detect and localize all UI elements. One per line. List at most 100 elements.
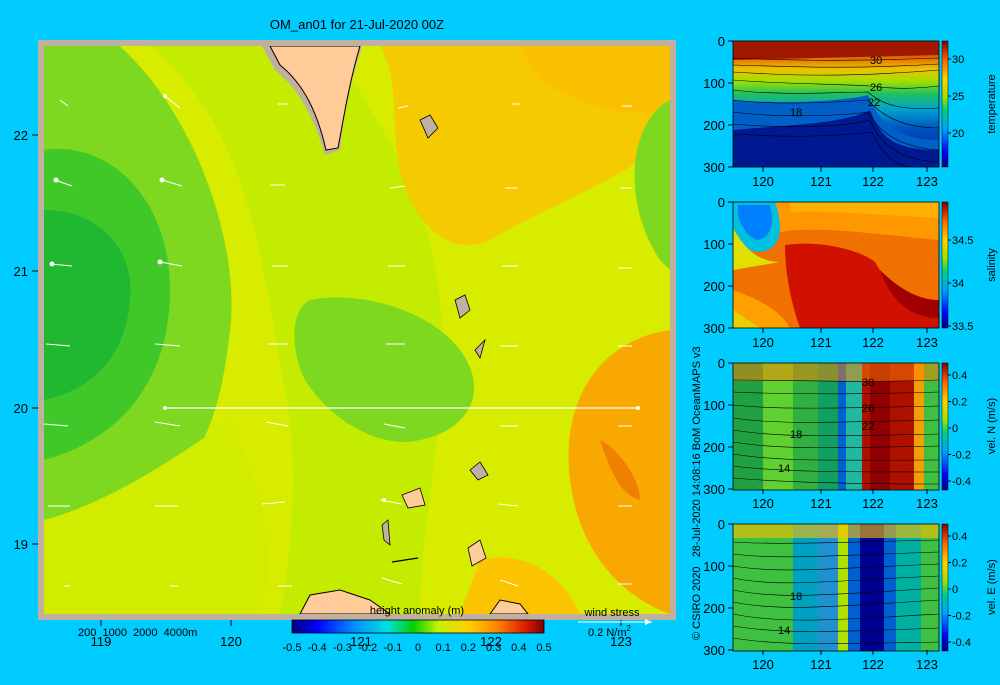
section-x-tick: 121 <box>810 174 832 189</box>
section-y-tick: 300 <box>703 643 725 658</box>
height-anomaly-colorbar: height anomaly (m) -0.5 -0.4 -0.3 -0.2 -0.1 0… <box>283 605 552 654</box>
section-y-tick: 300 <box>703 482 725 497</box>
contour-label: 30 <box>862 377 874 389</box>
map-x-tick: 123 <box>610 634 632 649</box>
section-y-tick: 300 <box>703 160 725 175</box>
velocity-north-section: 30 26 22 18 14 <box>732 362 949 491</box>
colorbar-tick: -0.3 <box>333 642 352 654</box>
credit-text: © CSIRO 2020 28-Jul-2020 14:08:16 BoM Oc… <box>691 346 703 640</box>
map-y-axis: 22 21 20 19 <box>14 128 38 552</box>
temperature-section: 30 26 22 18 <box>732 40 949 168</box>
colorbar-tick: 0.4 <box>511 642 526 654</box>
section-label: temperature <box>986 74 998 133</box>
section-colorbar-tick: 0.4 <box>952 531 967 543</box>
section-y-tick: 300 <box>703 321 725 336</box>
section-y-tick: 100 <box>703 76 725 91</box>
section-y-tick: 100 <box>703 559 725 574</box>
map-y-tick: 22 <box>14 128 28 143</box>
velocity-east-section: 18 14 <box>732 523 949 652</box>
wind-stress-label: wind stress <box>583 607 640 619</box>
section-colorbar-tick: 30 <box>952 54 964 66</box>
section-colorbar-tick: -0.2 <box>952 450 971 462</box>
section-x-tick: 123 <box>916 496 938 511</box>
salinity-section <box>732 201 949 329</box>
map-y-tick: 20 <box>14 401 28 416</box>
section-y-tick: 200 <box>703 279 725 294</box>
section-y-tick: 100 <box>703 398 725 413</box>
map-x-tick: 121 <box>350 634 372 649</box>
wind-stress-legend: wind stress 0.2 N/m2 <box>578 607 652 639</box>
contour-label: 14 <box>778 463 790 475</box>
contour-label: 14 <box>778 625 790 637</box>
map-x-tick: 119 <box>91 634 112 649</box>
section-colorbar-tick: 34.5 <box>952 235 973 247</box>
section-colorbar-tick: 0.2 <box>952 397 967 409</box>
section-colorbar-tick: 33.5 <box>952 321 973 333</box>
map-x-tick: 120 <box>220 634 242 649</box>
section-x-tick: 123 <box>916 335 938 350</box>
colorbar-tick: 0.5 <box>536 642 551 654</box>
section-x-tick: 123 <box>916 174 938 189</box>
main-map: 119 120 121 122 123 22 21 20 19 200 1000… <box>14 40 676 654</box>
colorbar-tick: -0.5 <box>283 642 302 654</box>
section-colorbar-tick: 20 <box>952 128 964 140</box>
section-x-tick: 122 <box>862 657 884 672</box>
section-colorbar-tick: 34 <box>952 278 964 290</box>
section-x-tick: 122 <box>862 496 884 511</box>
section-x-tick: 120 <box>752 657 774 672</box>
colorbar-tick: -0.1 <box>383 642 402 654</box>
section-label: vel. N (m/s) <box>986 398 998 454</box>
section-y-tick: 0 <box>718 34 725 49</box>
section-x-tick: 122 <box>862 335 884 350</box>
contour-label: 30 <box>870 55 882 67</box>
section-colorbar-tick: 0 <box>952 584 958 596</box>
colorbar-tick: 0.3 <box>486 642 501 654</box>
contour-label: 22 <box>862 421 874 433</box>
contour-label: 26 <box>862 403 874 415</box>
section-x-tick: 120 <box>752 335 774 350</box>
colorbar-tick: -0.2 <box>358 642 377 654</box>
contour-label: 26 <box>870 82 882 94</box>
contour-label: 22 <box>868 97 880 109</box>
contour-label: 18 <box>790 107 802 119</box>
height-anomaly-field <box>44 46 670 614</box>
section-label: salinity <box>986 248 998 282</box>
section-colorbar-tick: -0.2 <box>952 611 971 623</box>
colorbar-tick: 0.1 <box>436 642 451 654</box>
section-colorbar-tick: -0.4 <box>952 637 971 649</box>
colorbar-label: height anomaly (m) <box>370 605 464 617</box>
section-colorbar-tick: 25 <box>952 91 964 103</box>
section-label: vel. E (m/s) <box>986 559 998 615</box>
contour-label: 18 <box>790 591 802 603</box>
section-x-tick: 120 <box>752 174 774 189</box>
map-x-axis: 119 120 121 122 123 <box>91 620 632 649</box>
section-colorbar-tick: -0.4 <box>952 476 971 488</box>
section-y-tick: 0 <box>718 356 725 371</box>
section-x-tick: 121 <box>810 335 832 350</box>
section-colorbar-tick: 0.2 <box>952 558 967 570</box>
depth-legend: 200 1000 2000 4000m <box>78 627 197 639</box>
colorbar-tick: -0.4 <box>308 642 327 654</box>
wind-stress-scale: 0.2 N/m2 <box>588 624 632 639</box>
map-y-tick: 21 <box>14 264 28 279</box>
section-y-tick: 200 <box>703 601 725 616</box>
section-y-tick: 0 <box>718 517 725 532</box>
section-x-tick: 121 <box>810 657 832 672</box>
section-y-tick: 100 <box>703 237 725 252</box>
section-x-tick: 120 <box>752 496 774 511</box>
figure-title: OM_an01 for 21-Jul-2020 00Z <box>270 17 444 32</box>
section-y-tick: 200 <box>703 440 725 455</box>
map-x-tick: 122 <box>480 634 502 649</box>
section-colorbar-tick: 0.4 <box>952 370 967 382</box>
map-y-tick: 19 <box>14 537 28 552</box>
section-y-tick: 200 <box>703 118 725 133</box>
colorbar-tick: 0.2 <box>461 642 476 654</box>
section-colorbar-tick: 0 <box>952 423 958 435</box>
section-x-tick: 123 <box>916 657 938 672</box>
section-x-tick: 122 <box>862 174 884 189</box>
colorbar-tick: 0 <box>415 642 421 654</box>
section-y-tick: 0 <box>718 195 725 210</box>
contour-label: 18 <box>790 429 802 441</box>
section-x-tick: 121 <box>810 496 832 511</box>
